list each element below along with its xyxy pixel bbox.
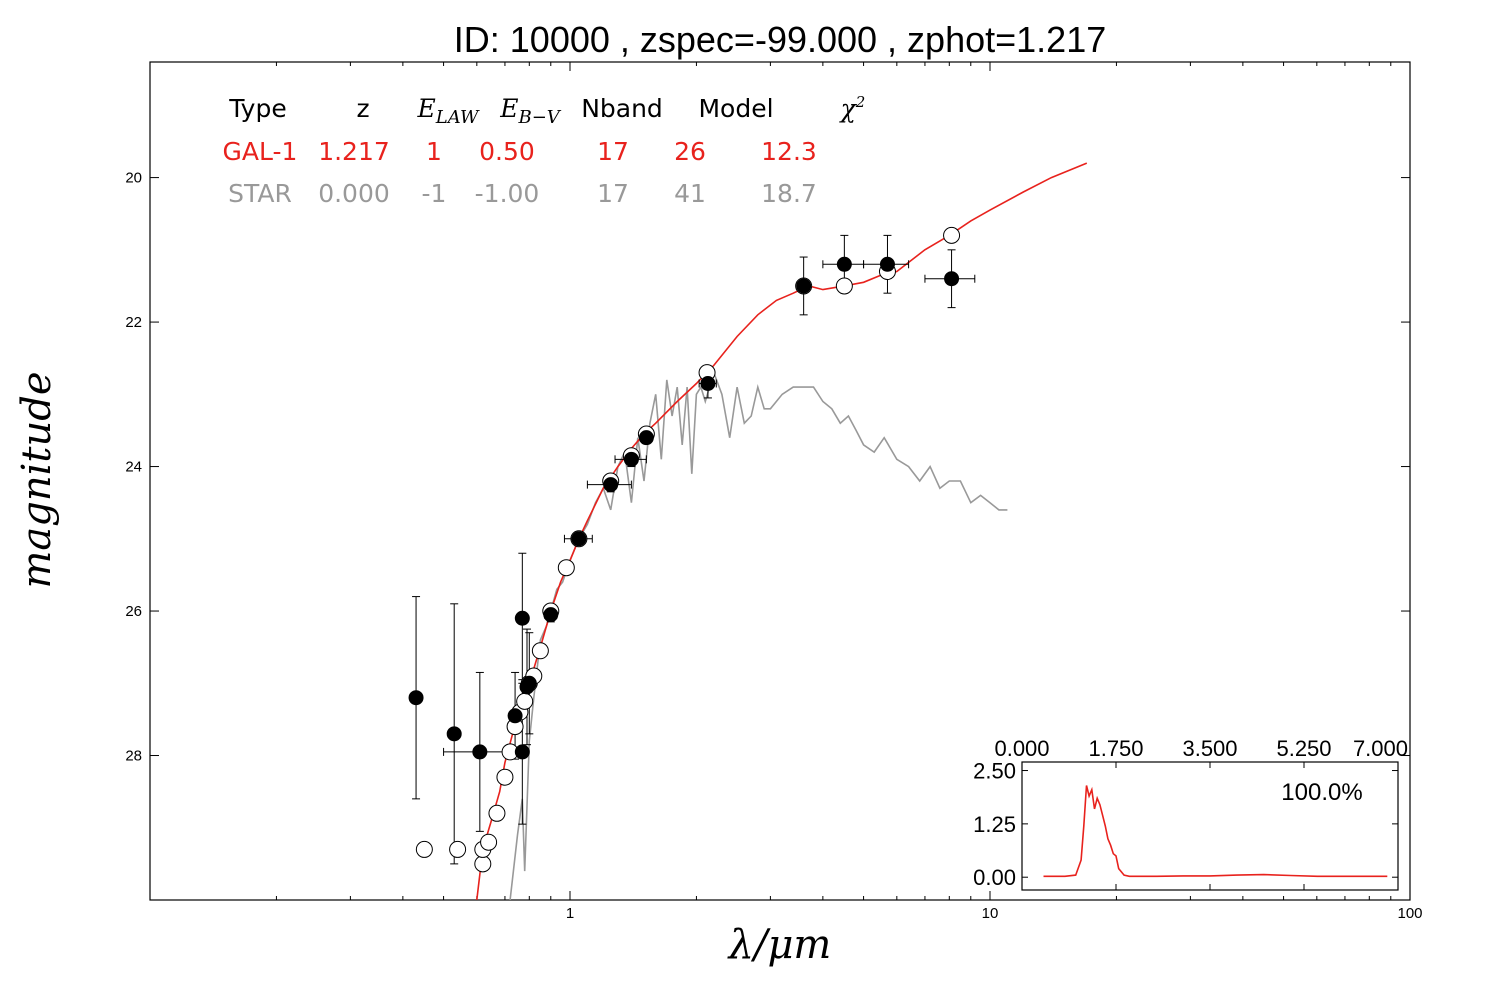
observed-point xyxy=(638,430,654,446)
y-tick-label: 28 xyxy=(125,748,142,765)
table-cell: 1.217 xyxy=(318,137,390,166)
table-cell: STAR xyxy=(228,179,292,208)
plot-frame xyxy=(149,61,1411,901)
x-tick-label: 100 xyxy=(1397,905,1422,922)
x-axis-label: λ/μm xyxy=(727,922,832,968)
model-point xyxy=(415,840,433,858)
observed-point xyxy=(796,278,812,294)
model-point xyxy=(943,226,961,244)
inset-curve xyxy=(1043,785,1388,878)
observed-point xyxy=(446,726,462,742)
x-axis: 1 10 100 xyxy=(275,62,1423,922)
observed-point xyxy=(408,690,424,706)
observed-point xyxy=(514,610,530,626)
y-axis: 20 22 24 26 28 xyxy=(125,170,1410,765)
inset-x-tick-label: 1.750 xyxy=(1088,736,1143,761)
y-tick-label: 20 xyxy=(125,170,142,187)
observed-point xyxy=(623,451,639,467)
table-cell: 0.50 xyxy=(479,137,535,166)
observed-point xyxy=(514,744,530,760)
series-line-star xyxy=(509,370,1008,900)
table-header: ELAW xyxy=(417,94,480,128)
observed-point xyxy=(879,256,895,272)
y-axis-label: magnitude xyxy=(14,371,60,588)
inset-x-tick-label: 3.500 xyxy=(1182,736,1237,761)
model-point xyxy=(488,804,506,822)
table-header: z xyxy=(356,94,369,123)
table-cell: 18.7 xyxy=(761,179,817,208)
inset-annotation: 100.0% xyxy=(1281,779,1362,806)
table-cell: GAL-1 xyxy=(223,137,298,166)
table-header: Model xyxy=(698,94,773,123)
pdz-inset: 0.000 1.750 3.500 5.250 7.000 2.50 1.25 0.00 1… xyxy=(973,736,1408,891)
table-cell: 1 xyxy=(426,137,442,166)
model-point xyxy=(449,840,467,858)
table-cell: 12.3 xyxy=(761,137,817,166)
model-point xyxy=(531,642,549,660)
table-cell: 26 xyxy=(674,137,706,166)
table-cell: 0.000 xyxy=(318,179,390,208)
fit-summary-table: Type z ELAW EB−V Nband Model χ2 GAL-1 1.217 1 0.50… xyxy=(223,93,866,208)
series-line-gal-1 xyxy=(476,162,1088,900)
observed-point xyxy=(543,607,559,623)
y-tick-label: 22 xyxy=(125,314,142,331)
inset-x-tick-label: 7.000 xyxy=(1353,736,1408,761)
x-tick-label: 1 xyxy=(566,905,574,922)
inset-y-tick-label: 1.25 xyxy=(973,812,1016,837)
model-point xyxy=(474,855,492,873)
observed-point xyxy=(944,271,960,287)
model-point xyxy=(557,559,575,577)
table-cell: 17 xyxy=(597,137,629,166)
observed-point xyxy=(507,708,523,724)
model-point xyxy=(496,768,514,786)
y-tick-label: 24 xyxy=(125,459,142,476)
inset-x-axis: 0.000 1.750 3.500 5.250 7.000 xyxy=(994,736,1408,890)
table-cell: 41 xyxy=(674,179,706,208)
model-point xyxy=(516,692,534,710)
table-header: χ2 xyxy=(839,93,866,123)
inset-y-tick-label: 0.00 xyxy=(973,865,1016,890)
observed-point xyxy=(521,675,537,691)
inset-y-tick-label: 2.50 xyxy=(973,759,1016,784)
series-layer xyxy=(408,162,1088,900)
table-header: EB−V xyxy=(499,94,562,128)
observed-point xyxy=(700,375,716,391)
chart-title: ID: 10000 , zspec=-99.000 , zphot=1.217 xyxy=(454,19,1106,60)
observed-point xyxy=(472,744,488,760)
table-cell: -1 xyxy=(422,179,447,208)
inset-x-tick-label: 0.000 xyxy=(994,736,1049,761)
inset-y-axis: 2.50 1.25 0.00 xyxy=(973,759,1398,890)
table-cell: -1.00 xyxy=(475,179,540,208)
observed-point xyxy=(571,531,587,547)
model-point xyxy=(480,833,498,851)
observed-point xyxy=(836,256,852,272)
inset-x-tick-label: 5.250 xyxy=(1276,736,1331,761)
observed-point xyxy=(603,477,619,493)
x-tick-label: 10 xyxy=(982,905,999,922)
table-header: Nband xyxy=(581,94,663,123)
table-header: Type xyxy=(228,94,286,123)
model-point xyxy=(835,277,853,295)
inset-curve-layer xyxy=(1043,785,1388,878)
table-cell: 17 xyxy=(597,179,629,208)
y-tick-label: 26 xyxy=(125,603,142,620)
